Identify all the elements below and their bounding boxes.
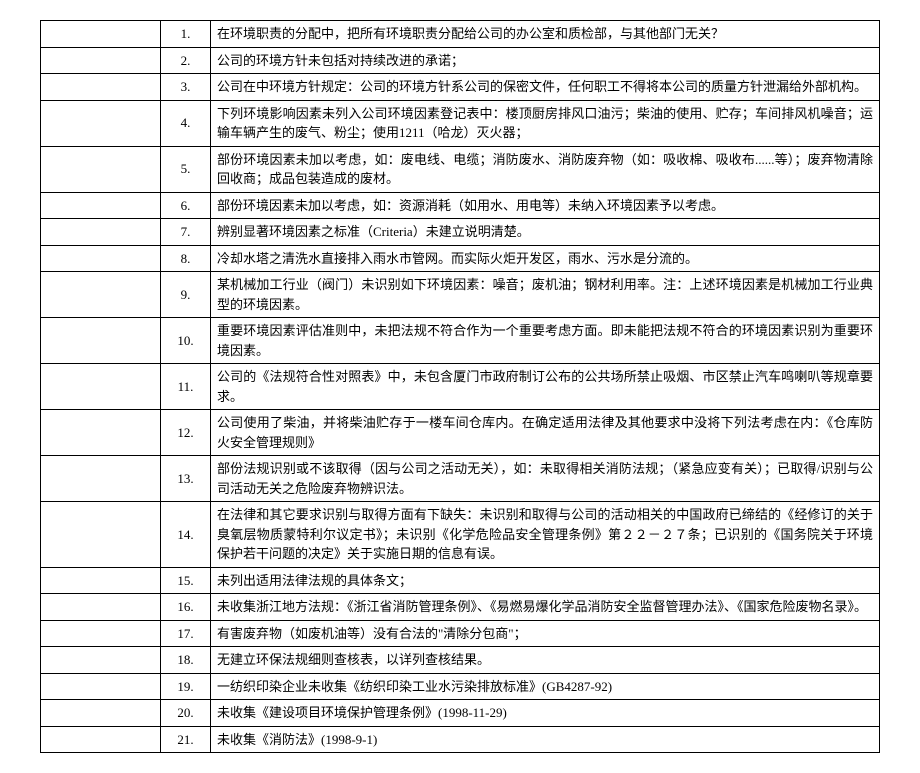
table-row: 12.公司使用了柴油，并将柴油贮存于一楼车间仓库内。在确定适用法律及其他要求中没… [41,410,880,456]
row-number: 16. [161,594,211,621]
table-row: 7.辨别显著环境因素之标准（Criteria）未建立说明清楚。 [41,219,880,246]
table-row: 20.未收集《建设项目环境保护管理条例》(1998-11-29) [41,700,880,727]
table-row: 11.公司的《法规符合性对照表》中，未包含厦门市政府制订公布的公共场所禁止吸烟、… [41,364,880,410]
table-row: 18.无建立环保法规细则查核表，以详列查核结果。 [41,647,880,674]
table-row: 5.部份环境因素未加以考虑，如：废电线、电缆；消防废水、消防废弃物（如：吸收棉、… [41,146,880,192]
row-left-blank [41,364,161,410]
document-table: 1.在环境职责的分配中，把所有环境职责分配给公司的办公室和质检部，与其他部门无关… [40,20,880,753]
row-text: 有害废弃物（如废机油等）没有合法的"清除分包商"； [211,620,880,647]
row-text: 部份环境因素未加以考虑，如：废电线、电缆；消防废水、消防废弃物（如：吸收棉、吸收… [211,146,880,192]
row-number: 5. [161,146,211,192]
row-left-blank [41,74,161,101]
row-left-blank [41,726,161,753]
row-text: 未收集浙江地方法规：《浙江省消防管理条例》、《易燃易爆化学品消防安全监督管理办法… [211,594,880,621]
row-number: 14. [161,502,211,568]
row-text: 一纺织印染企业未收集《纺织印染工业水污染排放标准》(GB4287-92) [211,673,880,700]
row-text: 重要环境因素评估准则中，未把法规不符合作为一个重要考虑方面。即未能把法规不符合的… [211,318,880,364]
row-left-blank [41,410,161,456]
row-left-blank [41,47,161,74]
table-row: 16.未收集浙江地方法规：《浙江省消防管理条例》、《易燃易爆化学品消防安全监督管… [41,594,880,621]
row-number: 3. [161,74,211,101]
row-text: 公司使用了柴油，并将柴油贮存于一楼车间仓库内。在确定适用法律及其他要求中没将下列… [211,410,880,456]
row-number: 10. [161,318,211,364]
table-row: 19.一纺织印染企业未收集《纺织印染工业水污染排放标准》(GB4287-92) [41,673,880,700]
row-number: 20. [161,700,211,727]
row-text: 下列环境影响因素未列入公司环境因素登记表中：楼顶厨房排风口油污；柴油的使用、贮存… [211,100,880,146]
table-row: 9.某机械加工行业（阀门）未识别如下环境因素：噪音；废机油；钢材利用率。注：上述… [41,272,880,318]
row-left-blank [41,245,161,272]
row-text: 部份法规识别或不该取得（因与公司之活动无关），如：未取得相关消防法规；（紧急应变… [211,456,880,502]
row-text: 公司的《法规符合性对照表》中，未包含厦门市政府制订公布的公共场所禁止吸烟、市区禁… [211,364,880,410]
row-text: 冷却水塔之清洗水直接排入雨水市管网。而实际火炬开发区，雨水、污水是分流的。 [211,245,880,272]
table-row: 10.重要环境因素评估准则中，未把法规不符合作为一个重要考虑方面。即未能把法规不… [41,318,880,364]
table-row: 17.有害废弃物（如废机油等）没有合法的"清除分包商"； [41,620,880,647]
row-left-blank [41,567,161,594]
table-row: 2.公司的环境方针未包括对持续改进的承诺； [41,47,880,74]
row-left-blank [41,192,161,219]
row-text: 公司在中环境方针规定：公司的环境方针系公司的保密文件，任何职工不得将本公司的质量… [211,74,880,101]
table-row: 1.在环境职责的分配中，把所有环境职责分配给公司的办公室和质检部，与其他部门无关… [41,21,880,48]
row-left-blank [41,673,161,700]
row-number: 18. [161,647,211,674]
table-row: 21.未收集《消防法》(1998-9-1) [41,726,880,753]
row-left-blank [41,318,161,364]
row-number: 4. [161,100,211,146]
row-text: 未列出适用法律法规的具体条文； [211,567,880,594]
row-left-blank [41,502,161,568]
row-text: 在法律和其它要求识别与取得方面有下缺失：未识别和取得与公司的活动相关的中国政府已… [211,502,880,568]
row-left-blank [41,146,161,192]
row-left-blank [41,100,161,146]
row-number: 17. [161,620,211,647]
row-text: 公司的环境方针未包括对持续改进的承诺； [211,47,880,74]
row-text: 无建立环保法规细则查核表，以详列查核结果。 [211,647,880,674]
table-row: 8.冷却水塔之清洗水直接排入雨水市管网。而实际火炬开发区，雨水、污水是分流的。 [41,245,880,272]
row-text: 未收集《消防法》(1998-9-1) [211,726,880,753]
row-left-blank [41,272,161,318]
table-row: 4.下列环境影响因素未列入公司环境因素登记表中：楼顶厨房排风口油污；柴油的使用、… [41,100,880,146]
row-number: 6. [161,192,211,219]
row-left-blank [41,594,161,621]
row-number: 8. [161,245,211,272]
row-number: 13. [161,456,211,502]
row-number: 9. [161,272,211,318]
table-row: 3.公司在中环境方针规定：公司的环境方针系公司的保密文件，任何职工不得将本公司的… [41,74,880,101]
row-left-blank [41,21,161,48]
row-number: 21. [161,726,211,753]
row-number: 7. [161,219,211,246]
row-left-blank [41,700,161,727]
table-row: 6.部份环境因素未加以考虑，如：资源消耗（如用水、用电等）未纳入环境因素予以考虑… [41,192,880,219]
row-number: 2. [161,47,211,74]
row-left-blank [41,219,161,246]
row-text: 在环境职责的分配中，把所有环境职责分配给公司的办公室和质检部，与其他部门无关？ [211,21,880,48]
row-number: 15. [161,567,211,594]
table-row: 13.部份法规识别或不该取得（因与公司之活动无关），如：未取得相关消防法规；（紧… [41,456,880,502]
row-left-blank [41,620,161,647]
row-number: 1. [161,21,211,48]
row-number: 12. [161,410,211,456]
row-text: 未收集《建设项目环境保护管理条例》(1998-11-29) [211,700,880,727]
table-row: 14.在法律和其它要求识别与取得方面有下缺失：未识别和取得与公司的活动相关的中国… [41,502,880,568]
row-text: 部份环境因素未加以考虑，如：资源消耗（如用水、用电等）未纳入环境因素予以考虑。 [211,192,880,219]
row-left-blank [41,647,161,674]
row-left-blank [41,456,161,502]
row-number: 19. [161,673,211,700]
table-row: 15.未列出适用法律法规的具体条文； [41,567,880,594]
row-number: 11. [161,364,211,410]
row-text: 辨别显著环境因素之标准（Criteria）未建立说明清楚。 [211,219,880,246]
row-text: 某机械加工行业（阀门）未识别如下环境因素：噪音；废机油；钢材利用率。注：上述环境… [211,272,880,318]
